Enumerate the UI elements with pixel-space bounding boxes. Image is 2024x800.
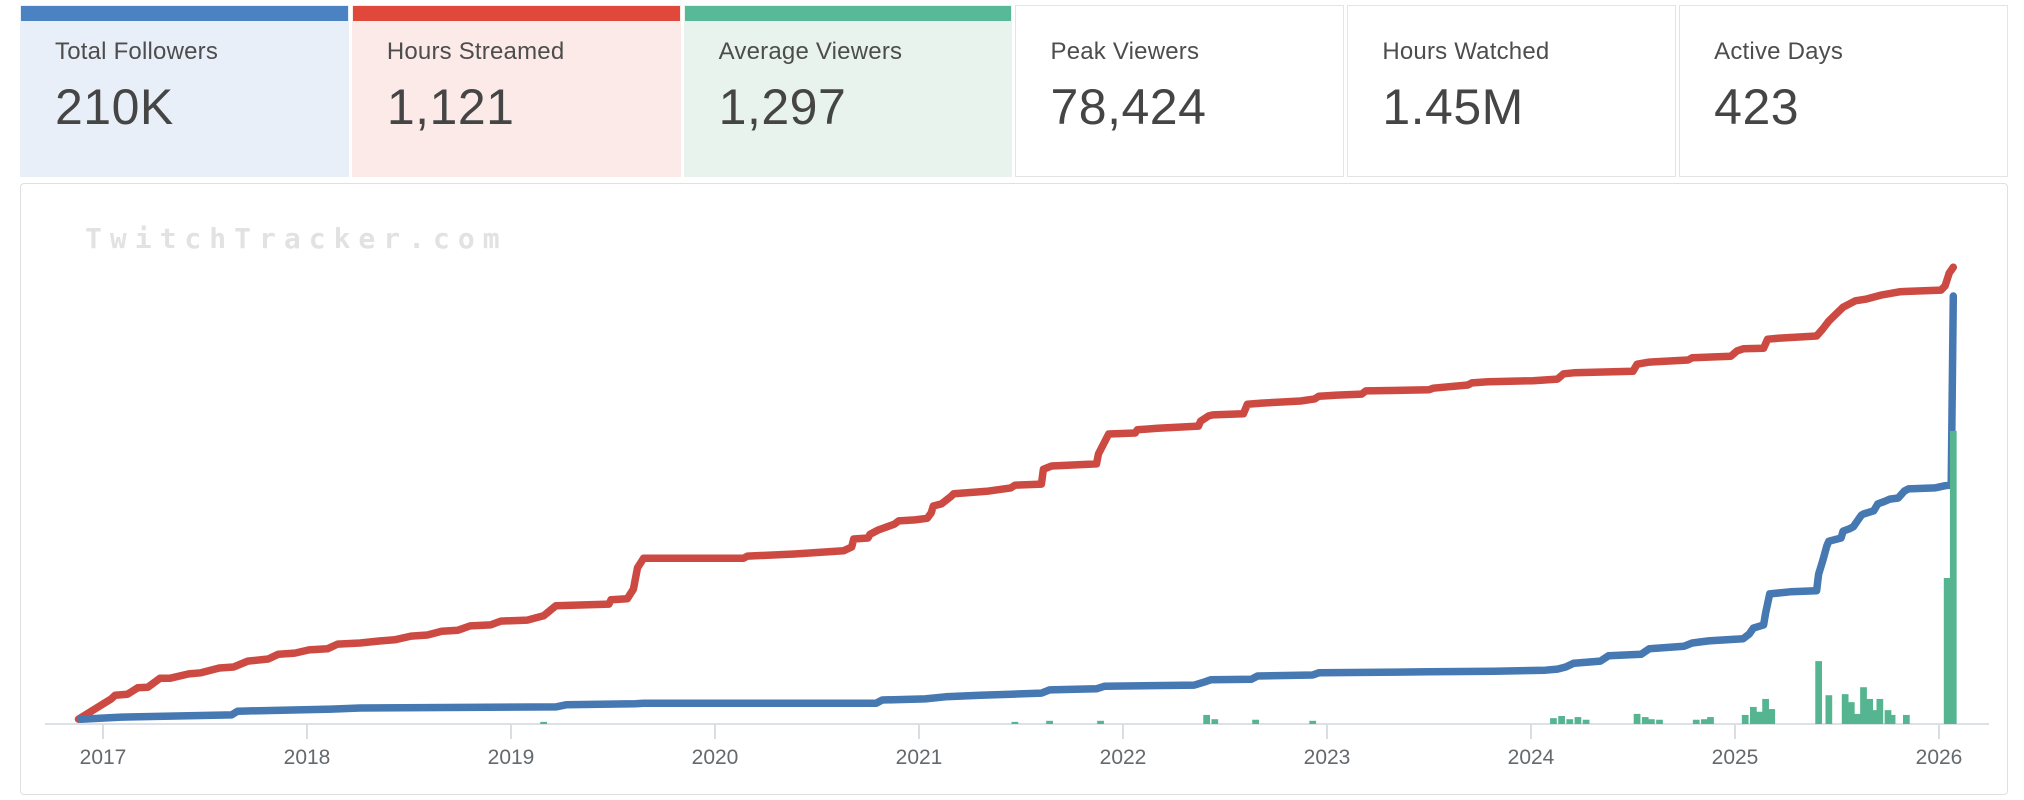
card-accent-strip — [352, 6, 680, 21]
card-average-viewers: Average Viewers 1,297 — [683, 5, 1013, 177]
card-peak-viewers: Peak Viewers 78,424 — [1015, 5, 1345, 177]
card-accent-strip — [1348, 6, 1675, 21]
green-bars-bar — [1656, 719, 1663, 724]
green-bars-bar — [1749, 706, 1757, 724]
green-bars-bar — [1902, 714, 1910, 724]
card-accent-strip — [1016, 6, 1343, 21]
x-axis-tick-label: 2021 — [896, 746, 943, 769]
green-bars-bar — [1701, 719, 1708, 724]
green-bars-bar — [1768, 709, 1776, 724]
card-label: Total Followers — [55, 38, 219, 65]
x-axis-tick-label: 2018 — [284, 746, 331, 769]
card-label: Hours Watched — [1382, 38, 1550, 65]
green-bars-bar — [1550, 718, 1557, 724]
green-bars-bar — [1841, 694, 1849, 724]
green-bars-bar — [1860, 687, 1867, 724]
green-bars-bar — [1943, 577, 1951, 724]
green-bars-bar — [1756, 711, 1763, 724]
green-bars-bar — [1641, 717, 1649, 724]
green-bars-bar — [1203, 714, 1211, 724]
x-axis-tick-label: 2024 — [1508, 746, 1555, 769]
green-bars-bar — [1949, 430, 1957, 724]
green-bars-bar — [1884, 710, 1892, 724]
green-bars-bar — [1825, 695, 1833, 724]
green-bars-bar — [1741, 714, 1749, 724]
x-axis-tick-label: 2023 — [1304, 746, 1351, 769]
x-axis-tick-label: 2022 — [1100, 746, 1147, 769]
green-bars-bar — [1870, 710, 1878, 724]
card-label: Average Viewers — [718, 38, 903, 65]
card-value: 210K — [55, 79, 174, 135]
green-bars-bar — [1574, 717, 1582, 724]
green-bars-bar — [1876, 698, 1884, 724]
card-value: 1.45M — [1382, 79, 1524, 135]
green-bars-bar — [1252, 719, 1259, 724]
stats-chart-panel: TwitchTracker.com 2017 2018 2019 2020 2021 20… — [20, 183, 2008, 795]
green-bars-bar — [1046, 720, 1053, 724]
card-hours-streamed: Hours Streamed 1,121 — [351, 5, 681, 177]
green-bars-bar — [1707, 717, 1714, 724]
card-value: 78,424 — [1050, 79, 1207, 135]
green-bars-bar — [1582, 719, 1590, 724]
card-active-days: Active Days 423 — [1679, 5, 2008, 177]
green-bars-bar — [1847, 702, 1855, 724]
card-value: 1,121 — [386, 79, 515, 135]
green-bars-bar — [1633, 713, 1641, 724]
card-value: 1,297 — [718, 79, 847, 135]
x-axis-tick-label: 2026 — [1916, 746, 1963, 769]
card-hours-watched: Hours Watched 1.45M — [1347, 5, 1677, 177]
stats-card-row: Total Followers 210K Hours Streamed 1,12… — [20, 5, 2008, 177]
card-accent-strip — [684, 6, 1012, 21]
card-total-followers: Total Followers 210K — [20, 5, 349, 177]
green-bars-bar — [1558, 716, 1565, 724]
card-label: Peak Viewers — [1050, 38, 1200, 65]
card-label: Hours Streamed — [386, 38, 565, 65]
green-bars-bar — [1211, 719, 1219, 724]
x-axis-tick-label: 2019 — [488, 746, 535, 769]
green-bars-bar — [1011, 721, 1019, 724]
card-accent-strip — [1680, 6, 2007, 21]
stats-chart: 2017 2018 2019 2020 2021 2022 2023 2024 2025 2026 — [45, 263, 1989, 769]
green-bars-bar — [1866, 698, 1874, 724]
green-bars-bar — [1309, 720, 1317, 724]
green-bars-bar — [1762, 698, 1769, 724]
green-bars-bar — [1815, 661, 1823, 724]
green-bars-bar — [1854, 713, 1861, 724]
card-accent-strip — [21, 6, 348, 21]
green-bars-bar — [1097, 720, 1104, 724]
blue-line — [76, 292, 1958, 723]
green-bars-bar — [1566, 719, 1574, 724]
x-axis-tick-label: 2025 — [1712, 746, 1759, 769]
green-bars-bar — [1692, 719, 1700, 724]
x-axis-tick-label: 2017 — [80, 746, 127, 769]
watermark-text: TwitchTracker.com — [85, 222, 508, 255]
x-axis-tick-label: 2020 — [692, 746, 739, 769]
card-label: Active Days — [1714, 38, 1844, 65]
green-bars-bar — [540, 721, 548, 724]
green-bars-bar — [1888, 714, 1896, 724]
red-line — [74, 263, 1958, 723]
green-bars-bar — [1647, 719, 1655, 724]
card-value: 423 — [1714, 79, 1800, 135]
